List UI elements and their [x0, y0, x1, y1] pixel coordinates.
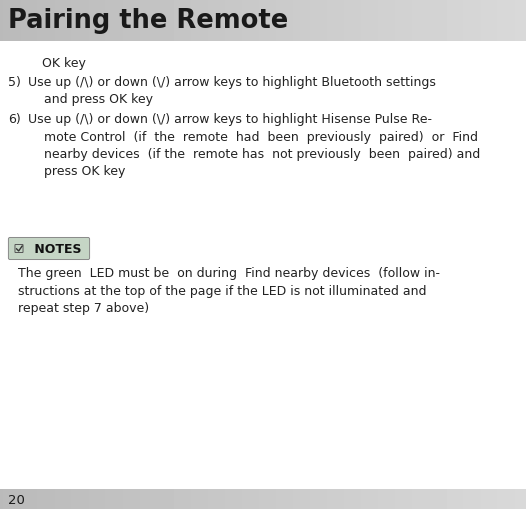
Text: 5): 5): [8, 76, 21, 89]
Text: Pairing the Remote: Pairing the Remote: [8, 8, 288, 34]
Text: OK key: OK key: [30, 57, 86, 70]
Text: Use up (/\) or down (\/) arrow keys to highlight Hisense Pulse Re-
    mote Cont: Use up (/\) or down (\/) arrow keys to h…: [28, 113, 480, 178]
Text: 6): 6): [8, 113, 21, 126]
Text: Use up (/\) or down (\/) arrow keys to highlight Bluetooth settings
    and pres: Use up (/\) or down (\/) arrow keys to h…: [28, 76, 436, 106]
Text: 20: 20: [8, 493, 25, 506]
Text: The green  LED must be  on during  Find nearby devices  (follow in-
structions a: The green LED must be on during Find nea…: [18, 267, 440, 315]
FancyBboxPatch shape: [15, 245, 23, 253]
Text: NOTES: NOTES: [30, 242, 82, 256]
FancyBboxPatch shape: [8, 238, 89, 260]
